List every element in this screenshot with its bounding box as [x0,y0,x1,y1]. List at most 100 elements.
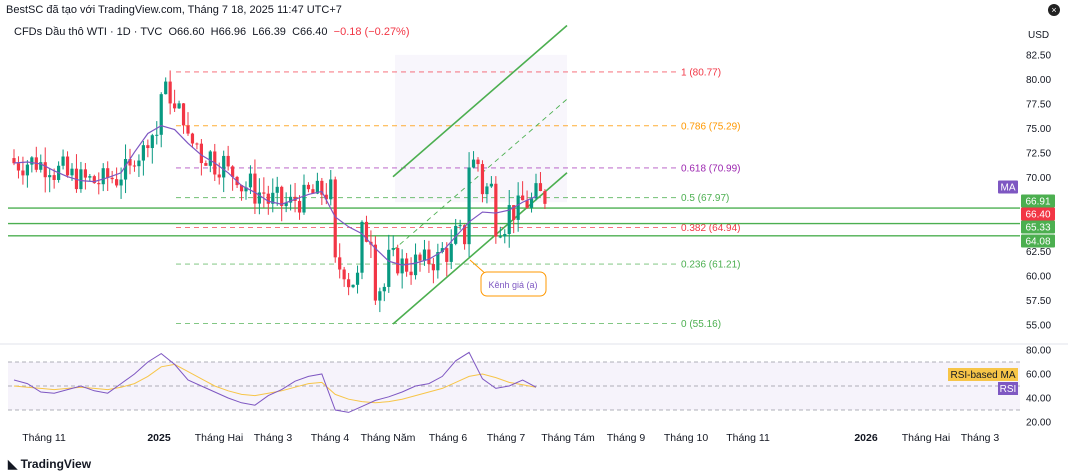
candle-body [119,179,123,186]
candle-body [476,159,480,165]
ma-line [13,125,537,266]
candle-body [338,257,342,270]
candle-body [355,272,360,285]
candle-body [297,200,302,213]
candle-body [43,162,47,178]
candle-body [52,175,56,180]
candle-body [418,254,422,261]
rsi-line [13,351,537,413]
candle-body [12,158,16,164]
candle-body [92,176,96,184]
candle-body [21,170,25,176]
candle-body [503,234,507,237]
candle-body [427,249,431,265]
candle-body [329,179,333,200]
candle-body [186,125,190,134]
y-tick-label: 55.00 [1026,321,1051,332]
y-tick-label: 82.50 [1026,50,1051,61]
candle-body [146,145,150,149]
candle-body [132,165,137,167]
x-tick-label: Tháng Hai [902,432,950,444]
candle-body [115,179,119,186]
x-tick-label: Tháng 3 [254,432,293,444]
candle-body [373,244,377,301]
candle-body [48,175,52,178]
candle-body [494,183,498,237]
x-tick-label: Tháng 9 [607,432,646,444]
price-chart[interactable]: 1 (80.77) 0.786 (75.29) 0.618 (70.99) 0.5 (… [0,0,1068,452]
candle-body [378,291,382,301]
candle-body [128,158,132,166]
candle-body [315,180,319,194]
candle-body [405,258,409,272]
rsi-badge [998,382,1018,395]
candle-body [347,279,351,288]
price-badge-label: 66.91 [1025,197,1050,208]
x-tick-label: Tháng Hai [195,432,243,444]
candle-body [199,143,203,164]
candle-body [25,164,29,176]
candle-body [463,225,467,245]
annotation-box [480,271,547,297]
rsi-y-tick-label: 60.00 [1026,370,1051,381]
y-tick-label: 60.00 [1026,271,1051,282]
candle-body [342,269,346,280]
candle-body [244,187,248,192]
candle-body [396,248,400,274]
header-bar: BestSC đã tạo với TradingView.com, Tháng… [0,0,1068,22]
candle-body [88,176,92,178]
ohlc-high: H66.96 [210,26,247,38]
candle-body [391,248,395,250]
candle-body [409,271,413,276]
x-tick-label: Tháng 3 [961,432,1000,444]
candle-body [507,205,511,235]
candle-body [70,168,74,176]
fib-level-label: 1 (80.77) [681,67,721,78]
rsi-badge-label: RSI [1000,384,1017,395]
rsi-y-tick-label: 40.00 [1026,394,1051,405]
candle-body [280,186,284,206]
candle-body [306,184,311,190]
rsi-ma-line [13,363,537,404]
candle-body [471,159,476,168]
symbol-name[interactable]: CFDs Dầu thô WTI · 1D · TVC [14,26,163,38]
candle-body [467,167,471,245]
candle-body [445,248,449,262]
candle-body [226,155,230,167]
candle-body [239,185,244,192]
tradingview-logo[interactable]: ◣ TradingView [8,457,91,471]
candle-body [39,162,43,170]
candle-body [257,192,261,204]
ohlc-open: O66.60 [168,26,205,38]
price-change: −0.18 (−0.27%) [333,26,410,38]
x-tick-label: Tháng 7 [487,432,526,444]
y-tick-label: 80.00 [1026,75,1051,86]
channel-lower-line [392,172,568,325]
close-icon[interactable]: × [1048,4,1060,16]
candle-body [320,180,324,195]
candle-body [173,103,177,109]
channel-upper-line [392,24,568,178]
candle-body [208,151,212,166]
candle-body [271,192,275,204]
x-tick-label: Tháng 6 [429,432,468,444]
candle-body [168,81,172,104]
candle-body [422,249,427,261]
candle-body [137,160,141,167]
price-badge-label: 66.40 [1025,210,1050,221]
candle-body [97,183,101,185]
x-tick-label: Tháng Tám [541,432,595,444]
symbol-legend: CFDs Dầu thô WTI · 1D · TVC O66.60 H66.9… [14,26,410,38]
candle-body [159,94,163,135]
currency-label: USD [1028,30,1049,41]
candle-body [150,135,154,149]
candle-body [253,173,257,204]
fib-level-label: 0.786 (75.29) [681,121,741,132]
candle-body [512,205,516,220]
candle-body [248,173,253,188]
candle-body [516,195,520,220]
candle-body [195,143,199,145]
brand-name: TradingView [20,457,92,471]
y-tick-label: 62.50 [1026,247,1051,258]
price-badge-label: 64.08 [1025,237,1050,248]
